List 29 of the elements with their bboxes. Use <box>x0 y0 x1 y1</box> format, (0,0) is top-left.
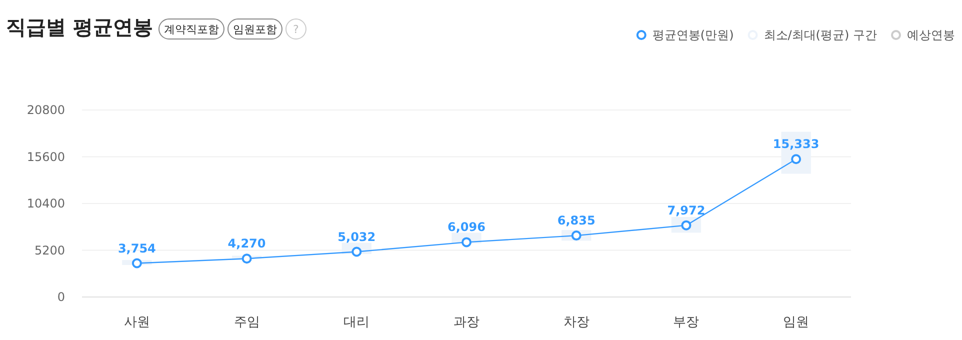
legend-label: 평균연봉(만원) <box>652 28 734 42</box>
data-label: 5,032 <box>338 230 376 244</box>
x-tick-label: 과장 <box>454 315 480 330</box>
data-label: 15,333 <box>772 137 820 152</box>
x-tick-label: 주임 <box>234 315 260 330</box>
y-tick-label: 0 <box>57 290 65 304</box>
x-tick-label: 부장 <box>673 315 700 330</box>
x-tick-label: 임원 <box>783 315 810 330</box>
annotation: 계약직포함 <box>158 18 224 40</box>
x-tick-label: 사원 <box>124 315 150 330</box>
x-tick-label: 대리 <box>344 315 370 330</box>
data-label: 7,972 <box>667 203 706 218</box>
legend-label: 예상연봉 <box>907 28 955 42</box>
annotation: 임원포함 <box>227 18 282 40</box>
legend-label: 최소/최대(평균) 구간 <box>764 28 877 42</box>
y-tick-label: 10400 <box>26 196 65 210</box>
point <box>791 154 802 164</box>
x-tick-label: 차장 <box>563 315 590 330</box>
data-label: 6,835 <box>557 214 596 228</box>
data-label: 6,096 <box>448 220 486 234</box>
y-tick-label: 20800 <box>26 103 65 117</box>
title: 직급별 평균연봉 <box>6 15 153 39</box>
data-label: 4,270 <box>228 236 266 251</box>
point <box>132 258 142 268</box>
y-tick-label: 15600 <box>26 150 65 164</box>
annotation: ? <box>285 18 306 40</box>
point <box>242 254 252 264</box>
y-tick-label: 5200 <box>34 243 65 258</box>
data-label: 3,754 <box>118 241 156 256</box>
